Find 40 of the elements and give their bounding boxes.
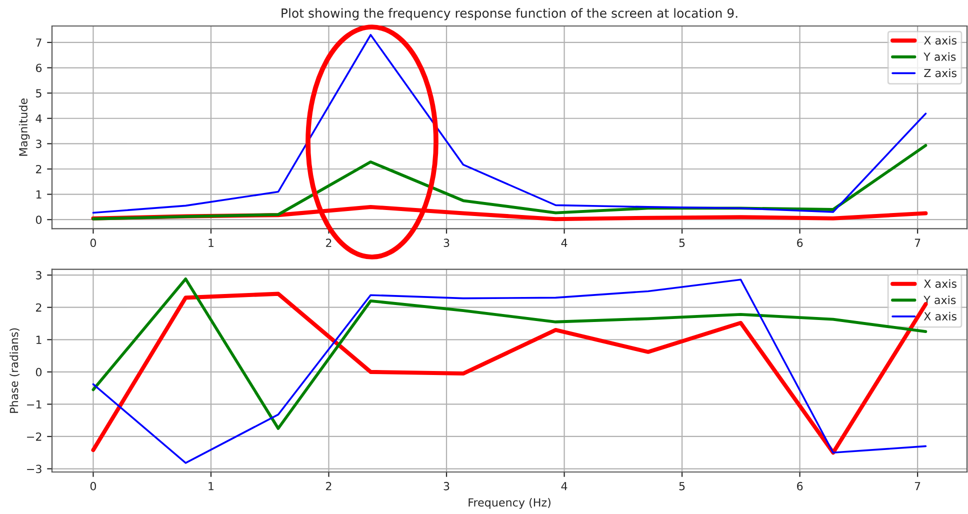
x-tick-label: 7 xyxy=(914,482,920,490)
y-tick-label: 3 xyxy=(36,271,42,280)
legend-label: X axis xyxy=(924,279,956,288)
x-tick-label: 6 xyxy=(797,482,803,490)
x-tick-label: 3 xyxy=(444,482,450,490)
y-axis-title: Phase (radians) xyxy=(10,328,20,413)
y-tick-label: 3 xyxy=(36,140,42,148)
y-axis-title: Magnitude xyxy=(18,98,30,156)
x-tick-label: 6 xyxy=(797,238,803,248)
x-tick-label: 1 xyxy=(208,482,214,490)
y-tick-label: 0 xyxy=(36,216,42,224)
y-tick-label: 6 xyxy=(36,64,42,72)
x-tick-label: 1 xyxy=(208,238,214,247)
y-tick-label: 7 xyxy=(36,38,42,47)
x-tick-label: 5 xyxy=(679,482,685,490)
y-tick-label: −3 xyxy=(27,464,42,474)
legend-label: Z axis xyxy=(924,68,956,78)
y-tick-label: 0 xyxy=(36,368,42,376)
x-tick-label: 5 xyxy=(679,238,685,248)
y-tick-label: 1 xyxy=(36,336,42,344)
y-tick-label: 5 xyxy=(36,89,42,98)
chart-title: Plot showing the frequency response function of the screen at location 9. xyxy=(282,8,738,20)
legend-label: X axis xyxy=(924,36,956,45)
y-tick-label: 2 xyxy=(36,164,42,174)
x-tick-label: 2 xyxy=(326,238,332,247)
y-tick-label: −1 xyxy=(27,400,42,408)
legend-label: Y axis xyxy=(924,52,956,61)
x-axis-title: Frequency (Hz) xyxy=(468,498,550,509)
x-tick-label: 0 xyxy=(90,238,96,248)
x-tick-label: 3 xyxy=(444,238,450,248)
legend-label: X axis xyxy=(924,312,956,320)
x-tick-label: 4 xyxy=(561,238,568,247)
y-tick-label: 1 xyxy=(36,190,42,199)
y-tick-label: −2 xyxy=(27,432,42,441)
y-tick-label: 4 xyxy=(36,114,42,123)
x-tick-label: 0 xyxy=(90,482,96,490)
x-tick-label: 7 xyxy=(914,238,920,247)
x-tick-label: 4 xyxy=(561,482,568,490)
x-tick-label: 2 xyxy=(326,482,332,490)
y-tick-label: 2 xyxy=(36,303,42,312)
